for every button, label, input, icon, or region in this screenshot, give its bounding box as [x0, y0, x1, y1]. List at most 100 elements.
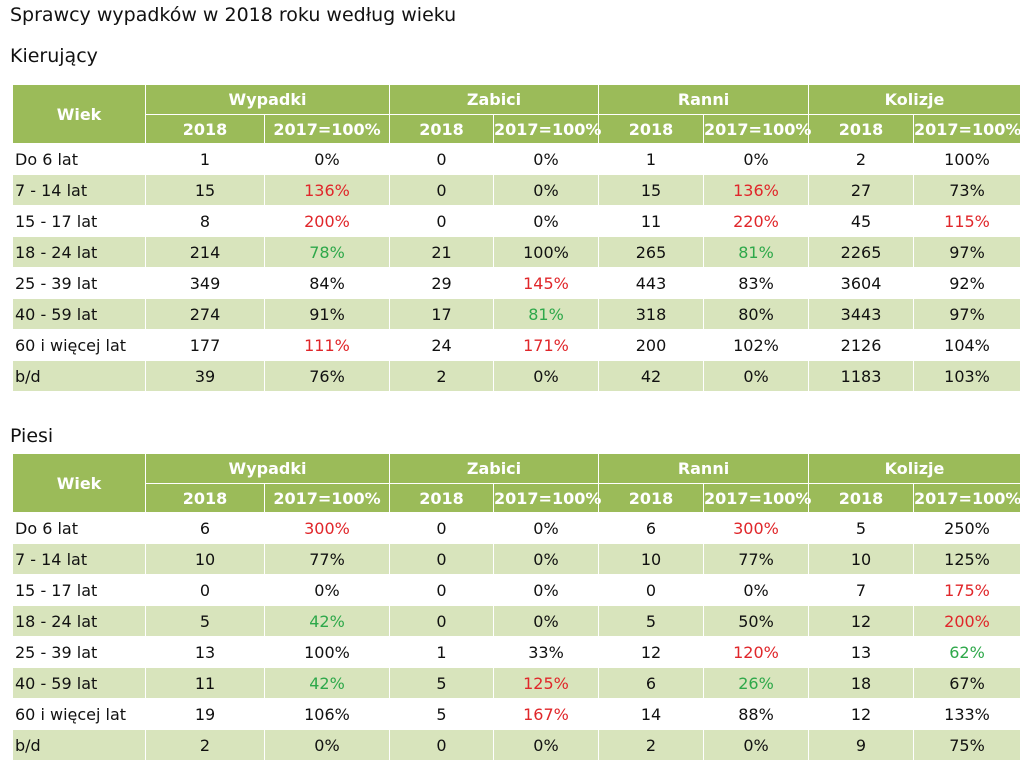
count-cell: 18	[808, 667, 915, 699]
ratio-cell: 103%	[913, 360, 1022, 392]
count-cell: 2126	[808, 329, 915, 361]
age-cell: 40 - 59 lat	[12, 667, 146, 699]
group-header-killed: Zabici	[389, 453, 599, 484]
group-header-accidents: Wypadki	[145, 84, 390, 115]
count-cell: 5	[389, 667, 494, 699]
ratio-cell: 115%	[913, 205, 1022, 237]
ratio-cell: 80%	[702, 298, 810, 330]
table-row: 25 - 39 lat 349 84% 29 145% 443 83% 3604 92%	[12, 267, 1022, 299]
year-header: 2018	[808, 114, 915, 144]
section-title-drivers: Kierujący	[10, 45, 98, 67]
count-cell: 42	[598, 360, 704, 392]
year-header: 2018	[598, 483, 704, 513]
ratio-cell: 125%	[493, 667, 599, 699]
ratio-cell: 133%	[913, 698, 1022, 730]
ratio-header: 2017=100%	[913, 114, 1021, 144]
ratio-cell: 84%	[264, 267, 390, 299]
age-cell: 25 - 39 lat	[12, 636, 146, 668]
ratio-cell: 167%	[493, 698, 599, 730]
count-cell: 29	[389, 267, 494, 299]
age-cell: 7 - 14 lat	[12, 543, 146, 575]
table-row: 60 i więcej lat 19 106% 5 167% 14 88% 12 133%	[12, 698, 1022, 730]
ratio-cell: 200%	[913, 605, 1022, 637]
ratio-cell: 50%	[702, 605, 810, 637]
age-header: Wiek	[12, 84, 146, 144]
age-cell: 15 - 17 lat	[12, 574, 146, 606]
ratio-cell: 125%	[913, 543, 1022, 575]
ratio-cell: 0%	[264, 143, 390, 175]
ratio-header: 2017=100%	[702, 114, 811, 144]
table-row: 7 - 14 lat 10 77% 0 0% 10 77% 10 125%	[12, 543, 1022, 575]
count-cell: 274	[145, 298, 265, 330]
ratio-cell: 78%	[264, 236, 390, 268]
ratio-cell: 88%	[702, 698, 810, 730]
pedestrians-table: Wiek Wypadki Zabici Ranni Kolizje 2018 2…	[12, 453, 1021, 761]
year-header: 2018	[389, 483, 494, 513]
table-row: 7 - 14 lat 15 136% 0 0% 15 136% 27 73%	[12, 174, 1022, 206]
count-cell: 2265	[808, 236, 915, 268]
count-cell: 214	[145, 236, 265, 268]
ratio-header: 2017=100%	[493, 483, 601, 513]
count-cell: 9	[808, 729, 915, 761]
ratio-cell: 300%	[702, 512, 810, 544]
group-header-collisions: Kolizje	[808, 84, 1022, 115]
count-cell: 1	[598, 143, 704, 175]
ratio-cell: 120%	[702, 636, 810, 668]
count-cell: 5	[389, 698, 494, 730]
ratio-cell: 200%	[264, 205, 390, 237]
count-cell: 0	[389, 543, 494, 575]
ratio-cell: 0%	[264, 729, 390, 761]
ratio-cell: 106%	[264, 698, 390, 730]
age-cell: b/d	[12, 360, 146, 392]
ratio-cell: 42%	[264, 667, 390, 699]
ratio-cell: 100%	[493, 236, 599, 268]
ratio-cell: 73%	[913, 174, 1022, 206]
ratio-header: 2017=100%	[913, 483, 1021, 513]
count-cell: 12	[808, 605, 915, 637]
count-cell: 13	[145, 636, 265, 668]
ratio-cell: 81%	[493, 298, 599, 330]
ratio-cell: 104%	[913, 329, 1022, 361]
ratio-cell: 111%	[264, 329, 390, 361]
ratio-header: 2017=100%	[702, 483, 811, 513]
count-cell: 5	[808, 512, 915, 544]
age-cell: 18 - 24 lat	[12, 236, 146, 268]
ratio-cell: 0%	[702, 729, 810, 761]
ratio-cell: 97%	[913, 298, 1022, 330]
year-header: 2018	[808, 483, 915, 513]
table-row: 40 - 59 lat 274 91% 17 81% 318 80% 3443 97%	[12, 298, 1022, 330]
ratio-cell: 26%	[702, 667, 810, 699]
count-cell: 3443	[808, 298, 915, 330]
group-header-injured: Ranni	[597, 453, 810, 484]
ratio-cell: 77%	[264, 543, 390, 575]
table-row: 40 - 59 lat 11 42% 5 125% 6 26% 18 67%	[12, 667, 1022, 699]
table-row: 60 i więcej lat 177 111% 24 171% 200 102% 2126 1…	[12, 329, 1022, 361]
age-cell: 60 i więcej lat	[12, 698, 146, 730]
count-cell: 0	[389, 512, 494, 544]
count-cell: 5	[598, 605, 704, 637]
count-cell: 13	[808, 636, 915, 668]
count-cell: 0	[389, 574, 494, 606]
count-cell: 45	[808, 205, 915, 237]
group-header-collisions: Kolizje	[808, 453, 1022, 484]
count-cell: 177	[145, 329, 265, 361]
count-cell: 21	[389, 236, 494, 268]
ratio-cell: 83%	[702, 267, 810, 299]
ratio-cell: 175%	[913, 574, 1022, 606]
count-cell: 0	[389, 174, 494, 206]
count-cell: 10	[808, 543, 915, 575]
ratio-cell: 0%	[493, 543, 599, 575]
count-cell: 14	[598, 698, 704, 730]
age-cell: Do 6 lat	[12, 143, 146, 175]
ratio-cell: 97%	[913, 236, 1022, 268]
table-row: 25 - 39 lat 13 100% 1 33% 12 120% 13 62%	[12, 636, 1022, 668]
year-header: 2018	[389, 114, 494, 144]
ratio-cell: 171%	[493, 329, 599, 361]
count-cell: 1183	[808, 360, 915, 392]
ratio-cell: 0%	[493, 205, 599, 237]
ratio-cell: 0%	[493, 574, 599, 606]
count-cell: 17	[389, 298, 494, 330]
count-cell: 0	[389, 729, 494, 761]
ratio-cell: 0%	[702, 360, 810, 392]
ratio-cell: 42%	[264, 605, 390, 637]
